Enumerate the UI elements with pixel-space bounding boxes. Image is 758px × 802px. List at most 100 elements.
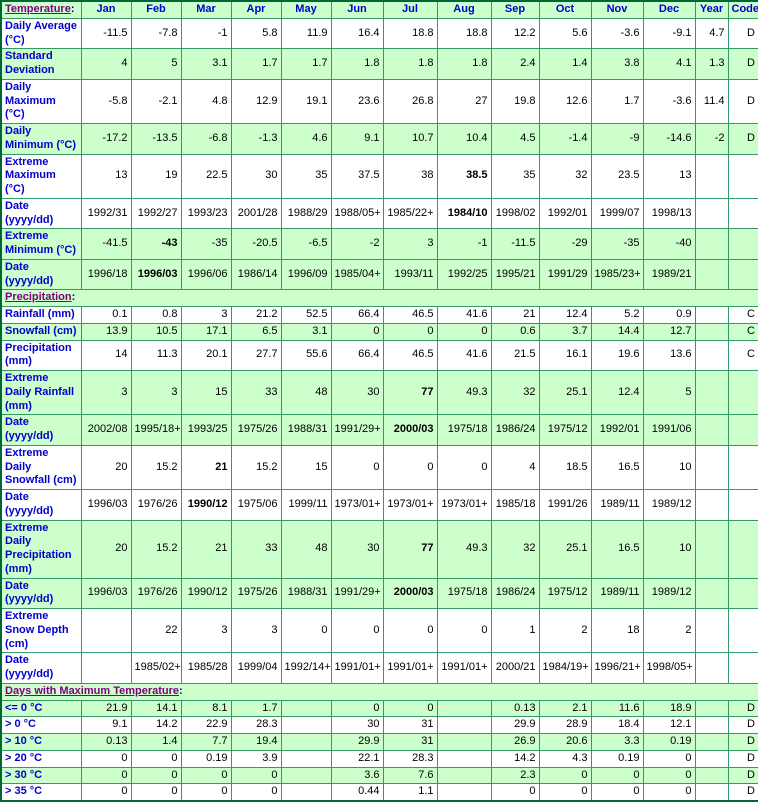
data-cell: 1975/26 — [230, 577, 282, 609]
table-row: Extreme Daily Snowfall (cm) 20 15.2 21 15.2 1… — [0, 444, 758, 491]
data-cell — [694, 652, 729, 684]
data-cell: -13.5 — [130, 123, 182, 155]
data-cell: 1993/11 — [382, 258, 438, 291]
data-cell: 31 — [382, 716, 438, 734]
data-cell: 2.3 — [490, 766, 540, 785]
data-cell: 32 — [490, 519, 540, 579]
data-cell: 41.6 — [436, 339, 492, 371]
data-cell: 8.1 — [180, 699, 232, 718]
data-cell: 1988/31 — [280, 414, 332, 446]
data-cell: 12.7 — [642, 322, 696, 341]
data-cell: 1989/11 — [590, 577, 644, 609]
data-cell: 16.5 — [590, 444, 644, 491]
data-cell: 0.44 — [330, 783, 384, 802]
data-cell: 5.8 — [230, 17, 282, 50]
data-cell: D — [727, 783, 758, 802]
data-cell: 0 — [330, 607, 384, 654]
data-cell — [436, 699, 492, 718]
data-cell: 13.6 — [642, 339, 696, 371]
data-cell: 1996/03 — [80, 489, 132, 521]
data-cell: 4.7 — [694, 17, 729, 50]
data-cell: 2 — [538, 607, 592, 654]
data-cell — [694, 489, 729, 521]
data-cell: 0 — [382, 322, 438, 341]
data-cell: -11.5 — [80, 17, 132, 50]
data-cell — [694, 749, 729, 768]
section-link-precipitation[interactable]: Precipitation — [5, 291, 72, 304]
data-cell: 2000/03 — [382, 414, 438, 446]
data-cell — [436, 749, 492, 768]
data-cell — [694, 369, 729, 416]
data-cell — [694, 258, 729, 291]
data-cell — [436, 733, 492, 751]
data-cell: 35 — [490, 153, 540, 199]
data-cell: 1996/03 — [130, 258, 182, 291]
data-cell: 1999/11 — [280, 489, 332, 521]
data-cell: -3.6 — [590, 17, 644, 50]
data-cell: 1.4 — [130, 733, 182, 751]
section-link-temperature[interactable]: Temperature — [5, 3, 71, 15]
data-cell: 3.1 — [180, 48, 232, 80]
data-cell: 1976/26 — [130, 577, 182, 609]
data-cell: 1.8 — [436, 48, 492, 80]
data-cell: 46.5 — [382, 339, 438, 371]
data-cell: 1996/18 — [80, 258, 132, 291]
data-cell: 1985/23+ — [590, 258, 644, 291]
data-cell: 30 — [330, 716, 384, 734]
data-cell: 12.2 — [490, 17, 540, 50]
data-cell: -43 — [130, 228, 182, 260]
data-cell: 0 — [382, 699, 438, 718]
data-cell: 38 — [382, 153, 438, 199]
data-cell: 20 — [80, 519, 132, 579]
data-cell: 0 — [436, 322, 492, 341]
data-cell: 38.5 — [436, 153, 492, 199]
section-colon: : — [179, 684, 183, 697]
row-label: Extreme Minimum (°C) — [0, 228, 82, 260]
data-cell: 3 — [382, 228, 438, 260]
data-cell: 10 — [642, 444, 696, 491]
data-cell: 1996/06 — [180, 258, 232, 291]
data-cell: 1990/12 — [180, 577, 232, 609]
data-cell: 3.3 — [590, 733, 644, 751]
data-cell: 1992/01 — [538, 197, 592, 230]
data-cell: 19.4 — [230, 733, 282, 751]
data-cell: 1992/14+ — [280, 652, 332, 684]
data-cell: 1999/04 — [230, 652, 282, 684]
data-cell: 14.1 — [130, 699, 182, 718]
data-cell: 14 — [80, 339, 132, 371]
data-cell: 23.5 — [590, 153, 644, 199]
data-cell: 2000/21 — [490, 652, 540, 684]
data-cell — [694, 197, 729, 230]
table-row: Date (yyyy/dd) 1992/31 1992/27 1993/23 2001/… — [0, 197, 758, 230]
data-cell: 0 — [130, 783, 182, 802]
data-cell: 14.2 — [130, 716, 182, 734]
row-label: > 10 °C — [0, 733, 82, 751]
data-cell: 19 — [130, 153, 182, 199]
data-cell: 33 — [230, 519, 282, 579]
data-cell: 16.4 — [330, 17, 384, 50]
data-cell: 1998/05+ — [642, 652, 696, 684]
data-cell: 1.7 — [590, 78, 644, 125]
data-cell: 0 — [490, 783, 540, 802]
data-cell: 21.2 — [230, 306, 282, 324]
column-header-apr: Apr — [230, 0, 282, 19]
data-cell: 1976/26 — [130, 489, 182, 521]
data-cell: 1989/11 — [590, 489, 644, 521]
data-cell: -11.5 — [490, 228, 540, 260]
data-cell — [280, 783, 332, 802]
column-header-nov: Nov — [590, 0, 644, 19]
data-cell: 10.5 — [130, 322, 182, 341]
data-cell: 0.13 — [490, 699, 540, 718]
data-cell: 3 — [180, 306, 232, 324]
table-row: Extreme Maximum (°C) 13 19 22.5 30 35 37.5 38 38… — [0, 153, 758, 199]
section-link-days-with-maximum-temperature[interactable]: Days with Maximum Temperature — [5, 684, 180, 697]
data-cell: -7.8 — [130, 17, 182, 50]
data-cell: 1991/29+ — [330, 577, 384, 609]
data-cell: 1991/29+ — [330, 414, 384, 446]
data-cell: 10.7 — [382, 123, 438, 155]
data-cell: 7.6 — [382, 766, 438, 785]
data-cell: 15.2 — [130, 519, 182, 579]
data-cell: 1995/21 — [490, 258, 540, 291]
data-cell: 23.6 — [330, 78, 384, 125]
